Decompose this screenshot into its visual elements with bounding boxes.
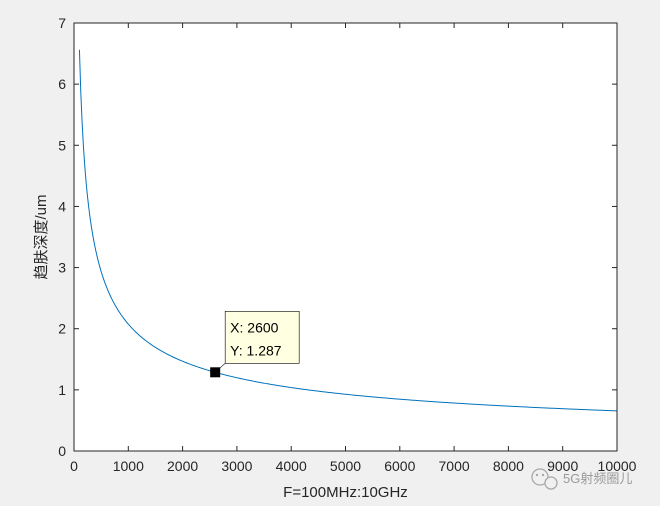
x-tick-label: 7000 xyxy=(439,458,470,474)
watermark-text: 5G射频圈儿 xyxy=(563,471,632,486)
datatip-x-text: X: 2600 xyxy=(230,319,278,335)
x-tick-label: 4000 xyxy=(276,458,307,474)
x-tick-label: 6000 xyxy=(384,458,415,474)
y-tick-label: 6 xyxy=(58,76,66,92)
x-tick-label: 10000 xyxy=(598,458,637,474)
y-tick-label: 1 xyxy=(58,382,66,398)
x-tick-label: 1000 xyxy=(113,458,144,474)
datatip-y-text: Y: 1.287 xyxy=(230,342,282,358)
x-tick-label: 8000 xyxy=(493,458,524,474)
axes-box xyxy=(73,22,618,452)
datatip-marker[interactable] xyxy=(210,367,221,378)
x-tick-label: 5000 xyxy=(330,458,361,474)
x-axis-label: F=100MHz:10GHz xyxy=(283,484,408,501)
datatip-box xyxy=(224,311,300,364)
x-tick-label: 0 xyxy=(70,458,78,474)
y-tick-label: 2 xyxy=(58,321,66,337)
y-axis-label: 趋肤深度/um xyxy=(33,194,50,279)
wechat-logo-icon xyxy=(531,468,558,490)
y-tick-label: 4 xyxy=(58,198,66,214)
x-tick-label: 9000 xyxy=(547,458,578,474)
y-tick-label: 3 xyxy=(58,260,66,276)
x-tick-label: 2000 xyxy=(167,458,198,474)
y-tick-label: 5 xyxy=(58,137,66,153)
x-tick-label: 3000 xyxy=(221,458,252,474)
datatip[interactable]: X: 2600 Y: 1.287 xyxy=(210,311,300,378)
series-line xyxy=(78,49,618,412)
plot-area xyxy=(74,23,617,451)
y-tick-label: 7 xyxy=(58,15,66,31)
watermark: 5G射频圈儿 xyxy=(531,468,632,490)
y-tick-label: 0 xyxy=(58,443,66,459)
